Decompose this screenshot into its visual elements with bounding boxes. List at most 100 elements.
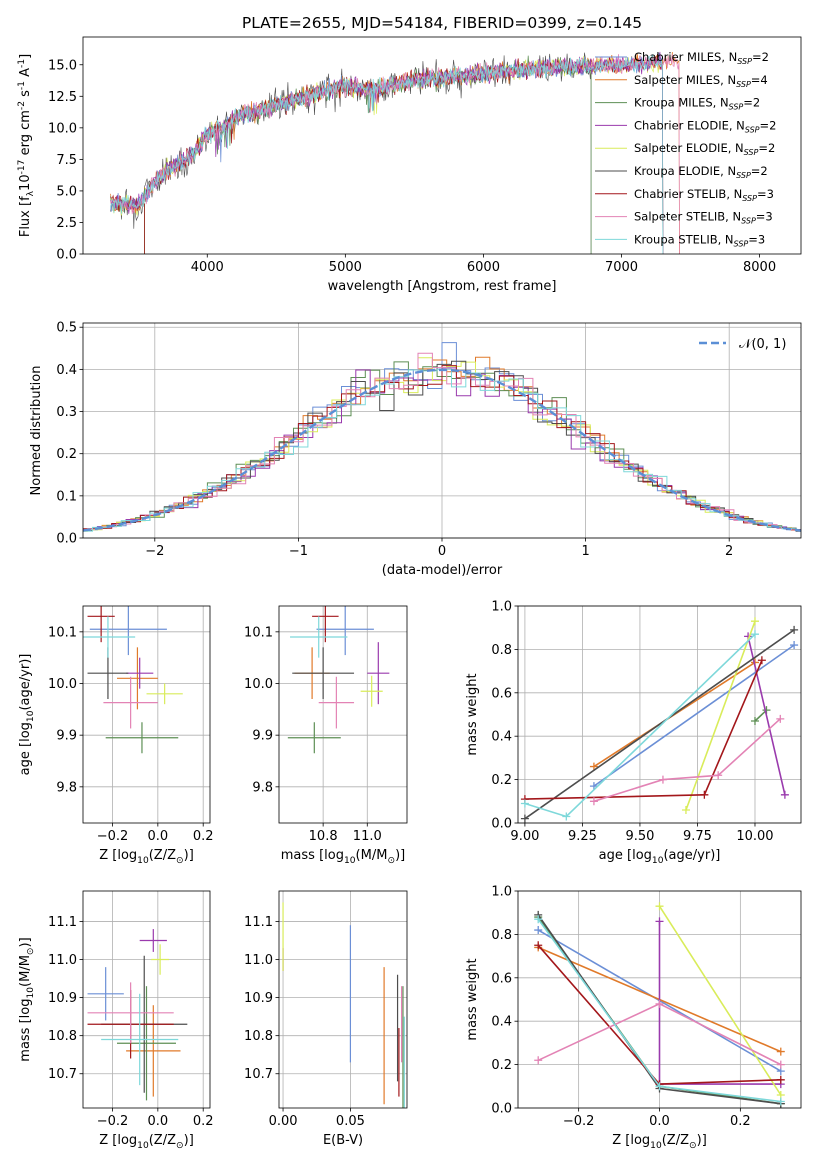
plot-area	[87, 929, 188, 1101]
y-tick-label: 9.8	[56, 780, 77, 795]
data-point	[750, 717, 759, 726]
spectrum-series-2	[110, 55, 592, 254]
legend-entry: Kroupa STELIB, NSSP=3	[634, 232, 765, 248]
y-tick-label: 1.0	[491, 600, 512, 615]
y-axis-label: age [log10(age/yr)]	[18, 654, 36, 776]
y-tick-label: 10.0	[244, 677, 273, 692]
data-point	[750, 630, 759, 639]
x-tick-label: 10.00	[736, 829, 773, 844]
x-tick-label: 2	[725, 544, 733, 559]
x-tick-label: 9.50	[625, 829, 654, 844]
data-point	[534, 941, 543, 950]
data-point	[790, 641, 799, 650]
x-tick-label: 0.0	[147, 1114, 168, 1129]
y-axis-label: Normed distribution	[29, 366, 44, 496]
x-axis-label: Z [log10(Z/Z⊙)]	[99, 1133, 194, 1151]
legend-entry: Kroupa MILES, NSSP=2	[634, 96, 760, 112]
x-tick-label: 1	[581, 544, 589, 559]
y-tick-label: 9.9	[252, 729, 273, 744]
y-tick-label: 0.8	[491, 643, 512, 658]
y-tick-label: 0.0	[56, 532, 77, 547]
mass-weight-series-2	[754, 709, 768, 722]
histogram-series-7	[83, 352, 801, 532]
z-mass-errorbar-panel: −0.2 0.0 0.2 10.7 10.8 10.9 11.0 11.1 Z [log10(Z…	[18, 890, 214, 1151]
ebv-mass-errorbar-panel: 0.00 0.05 10.7 10.8 10.9 11.0 11.1 E(B-V)	[244, 890, 408, 1148]
legend-entry: Salpeter STELIB, NSSP=3	[634, 210, 773, 226]
data-point	[714, 771, 723, 780]
y-tick-label: 11.1	[244, 915, 273, 930]
y-tick-label: 10.1	[48, 625, 77, 640]
y-tick-label: 0.0	[491, 817, 512, 832]
x-axis-label: mass [log10(M/M⊙)]	[281, 848, 405, 866]
histogram-series-1	[83, 356, 801, 532]
mass-weight-series-4	[685, 620, 756, 811]
y-tick-label: 0.4	[491, 1015, 512, 1030]
legend-entry: 𝒩(0, 1)	[739, 337, 786, 352]
plot-area	[83, 342, 801, 533]
z-age-errorbar-panel: −0.2 0.0 0.2 9.8 9.9 10.0 10.1 Z [log10(Z/Z⊙)] a…	[18, 605, 214, 866]
axes-frame	[517, 890, 802, 1109]
y-tick-label: 9.9	[56, 729, 77, 744]
axes-frame	[278, 605, 408, 824]
data-point	[776, 1075, 785, 1084]
spectrum-series-8	[110, 54, 664, 254]
data-point	[589, 762, 598, 771]
y-tick-label: 0.0	[56, 248, 77, 263]
legend-entry: Kroupa ELODIE, NSSP=2	[634, 164, 768, 180]
data-point	[757, 656, 766, 665]
plot-area	[534, 902, 785, 1108]
axes-frame	[517, 605, 802, 824]
spectrum-panel: 4000 5000 6000 7000 8000 0.0 2.5 5.0 7.5 10.0 12.5…	[17, 14, 802, 294]
spectrum-series-5	[110, 52, 592, 254]
y-tick-label: 0.6	[491, 686, 512, 701]
data-point	[520, 814, 529, 823]
y-tick-label: 10.1	[244, 625, 273, 640]
grid-lines	[279, 891, 407, 1108]
y-tick-label: 10.9	[244, 991, 273, 1006]
x-tick-label: 8000	[743, 260, 776, 275]
mass-weight-series-0	[593, 644, 795, 787]
data-point	[534, 915, 543, 924]
axes-frame	[82, 890, 211, 1109]
y-tick-label: 9.8	[252, 780, 273, 795]
y-tick-label: 11.1	[48, 915, 77, 930]
data-point	[534, 1056, 543, 1065]
mass-weight-series-5	[524, 629, 795, 820]
data-point	[750, 617, 759, 626]
mass-age-errorbar-panel: 10.8 11.0 9.8 9.9 10.0 10.1 mass [log10(M/M⊙)]	[244, 605, 408, 866]
data-point	[681, 805, 690, 814]
y-tick-label: 10.7	[48, 1067, 77, 1082]
y-tick-label: 0.2	[491, 773, 512, 788]
y-tick-label: 10.0	[48, 677, 77, 692]
legend-entry: Salpeter ELODIE, NSSP=2	[634, 141, 775, 157]
mass-weight-series-7	[593, 718, 781, 803]
y-tick-label: 2.5	[56, 216, 77, 231]
y-axis-label: mass [log10(M/M⊙)]	[18, 937, 36, 1061]
axes-frame	[278, 890, 408, 1109]
x-tick-label: −1	[289, 544, 308, 559]
x-tick-label: 0.0	[649, 1114, 670, 1129]
y-axis-label: Flux [fλ10-17 erg cm-2 s-1 A-1]	[17, 54, 36, 237]
data-point	[658, 775, 667, 784]
legend-entry: Salpeter MILES, NSSP=4	[634, 73, 768, 89]
x-tick-label: −2	[145, 544, 164, 559]
x-tick-label: 6000	[467, 260, 500, 275]
y-tick-label: 0.5	[56, 321, 77, 336]
x-tick-label: 0.0	[147, 829, 168, 844]
data-point	[776, 714, 785, 723]
data-point	[790, 625, 799, 634]
y-tick-label: 5.0	[56, 184, 77, 199]
axes-frame	[82, 605, 211, 824]
x-tick-label: 11.0	[353, 829, 382, 844]
x-tick-label: 0.2	[193, 829, 214, 844]
plot-area	[110, 51, 680, 254]
plot-area	[282, 902, 405, 1108]
y-tick-label: 10.8	[48, 1029, 77, 1044]
plot-area	[83, 606, 183, 754]
data-point	[780, 790, 789, 799]
normal-curve	[83, 368, 801, 532]
y-tick-label: 0.1	[56, 489, 77, 504]
spectrum-series-3	[110, 51, 664, 254]
histogram-series-2	[83, 361, 801, 531]
x-axis-label: E(B-V)	[323, 1133, 363, 1148]
